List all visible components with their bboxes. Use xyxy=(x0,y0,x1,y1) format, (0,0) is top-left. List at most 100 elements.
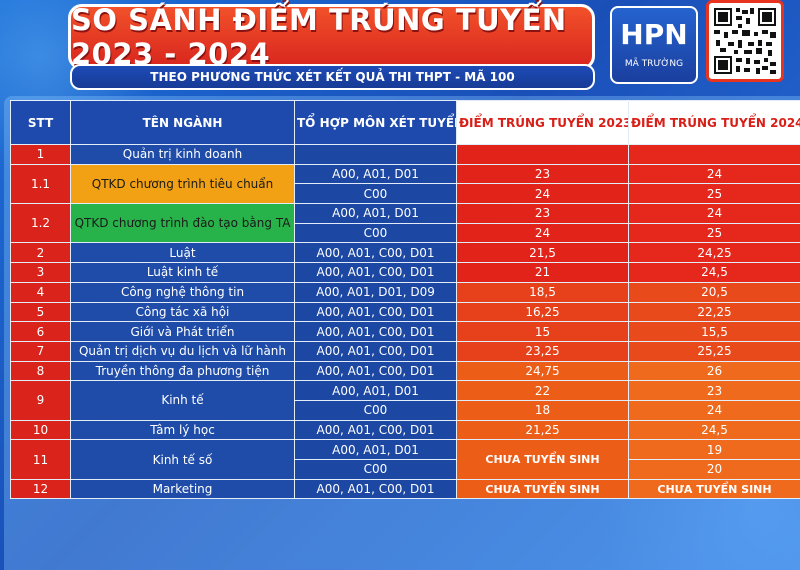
qr-code-icon xyxy=(712,6,778,76)
score-2023-cell: CHƯA TUYỂN SINH xyxy=(456,478,629,500)
score-table-container: STT TÊN NGÀNH TỔ HỢP MÔN XÉT TUYỂN ĐIỂM … xyxy=(4,96,800,570)
page-title: SO SÁNH ĐIỂM TRÚNG TUYỂN 2023 - 2024 xyxy=(71,3,567,71)
score-2024-cell: 25,25 xyxy=(628,340,800,362)
table-row: C00 20 xyxy=(11,459,800,480)
score-2023-cell: 23 xyxy=(456,163,629,185)
table-row: 4 Công nghệ thông tin A00, A01, D01, D09… xyxy=(10,281,800,303)
header-score-2023: ĐIỂM TRÚNG TUYỂN 2023 xyxy=(456,100,629,145)
score-2023-cell: 22 xyxy=(456,380,629,401)
stt-cell: 1.1 xyxy=(10,163,71,205)
stt-cell: 11 xyxy=(10,439,71,480)
header-major: TÊN NGÀNH xyxy=(70,100,295,145)
combo-cell xyxy=(294,144,457,165)
score-table: STT TÊN NGÀNH TỔ HỢP MÔN XÉT TUYỂN ĐIỂM … xyxy=(10,100,800,500)
major-cell: Truyền thông đa phương tiện xyxy=(70,360,295,382)
score-2023-cell: 24 xyxy=(456,183,629,205)
stt-cell: 3 xyxy=(10,262,71,283)
score-2024-cell: 20 xyxy=(628,459,800,480)
score-2023-cell xyxy=(456,144,629,165)
combo-cell: A00, A01, C00, D01 xyxy=(294,301,457,323)
combo-cell: A00, A01, D01 xyxy=(294,203,457,224)
combo-cell: C00 xyxy=(294,399,457,421)
major-cell: Công tác xã hội xyxy=(70,301,295,323)
header-stt: STT xyxy=(10,100,71,145)
score-2024-cell: 15,5 xyxy=(628,321,800,342)
major-cell: Tâm lý học xyxy=(70,419,295,441)
combo-cell: C00 xyxy=(294,222,457,244)
score-2024-cell: 24 xyxy=(628,163,800,185)
score-2024-cell: 24 xyxy=(628,399,800,421)
header-score-2024: ĐIỂM TRÚNG TUYỂN 2024 xyxy=(628,100,800,145)
stt-cell: 2 xyxy=(10,242,71,264)
table-row: C00 18 24 xyxy=(11,399,800,421)
major-cell: Luật kinh tế xyxy=(70,262,295,283)
combo-cell: C00 xyxy=(294,459,457,480)
score-2024-cell: 24,5 xyxy=(628,262,800,283)
score-2023-cell: 24 xyxy=(456,222,629,244)
score-2023-cell: 24,75 xyxy=(456,360,629,382)
score-2024-cell: 25 xyxy=(628,222,800,244)
stt-cell: 9 xyxy=(10,380,71,421)
table-row: 9 Kinh tế A00, A01, D01 22 23 xyxy=(10,380,800,421)
major-cell: Kinh tế số xyxy=(70,439,295,480)
major-cell: QTKD chương trình đào tạo bằng TA xyxy=(70,203,295,244)
major-cell: Kinh tế xyxy=(70,380,295,421)
school-logo: HPN xyxy=(620,18,688,51)
table-row: 5 Công tác xã hội A00, A01, C00, D01 16,… xyxy=(10,301,800,323)
combo-cell: A00, A01, D01 xyxy=(294,439,457,460)
school-code-label: MÃ TRƯỜNG xyxy=(624,59,684,69)
stt-cell: 1.2 xyxy=(10,203,71,244)
combo-cell: C00 xyxy=(294,183,457,205)
major-cell: Quản trị dịch vụ du lịch và lữ hành xyxy=(70,340,295,362)
table-row: 3 Luật kinh tế A00, A01, C00, D01 21 24,… xyxy=(10,262,800,283)
score-2024-cell: 19 xyxy=(628,439,800,460)
score-2023-cell: 21 xyxy=(456,262,629,283)
stt-cell: 8 xyxy=(10,360,71,382)
score-2024-cell: 24 xyxy=(628,203,800,224)
combo-cell: A00, A01, C00, D01 xyxy=(294,242,457,264)
score-2024-cell: 20,5 xyxy=(628,281,800,303)
table-row: 1 Quản trị kinh doanh xyxy=(10,144,800,165)
score-2024-cell: 22,25 xyxy=(628,301,800,323)
score-2023-cell: 23 xyxy=(456,203,629,224)
table-row: 10 Tâm lý học A00, A01, C00, D01 21,25 2… xyxy=(10,419,800,441)
score-2024-cell xyxy=(628,144,800,165)
score-2023-cell: 23,25 xyxy=(456,340,629,362)
combo-cell: A00, A01, D01, D09 xyxy=(294,281,457,303)
major-cell: Giới và Phát triển xyxy=(70,321,295,342)
stt-cell: 12 xyxy=(10,478,71,500)
score-2024-cell: 24,25 xyxy=(628,242,800,264)
table-row: 1.2 QTKD chương trình đào tạo bằng TA A0… xyxy=(10,203,800,244)
score-2023-cell: 15 xyxy=(456,321,629,342)
qr-code[interactable] xyxy=(706,0,784,82)
score-2024-cell: 24,5 xyxy=(628,419,800,441)
combo-cell: A00, A01, C00, D01 xyxy=(294,340,457,362)
school-code-box: HPN MÃ TRƯỜNG xyxy=(610,6,698,84)
combo-cell: A00, A01, C00, D01 xyxy=(294,478,457,500)
score-2023-cell: 16,25 xyxy=(456,301,629,323)
major-cell: Luật xyxy=(70,242,295,264)
major-cell: Marketing xyxy=(70,478,295,500)
table-row: 1.1 QTKD chương trình tiêu chuẩn A00, A0… xyxy=(10,163,800,205)
combo-cell: A00, A01, D01 xyxy=(294,380,457,401)
score-2023-cell: 21,25 xyxy=(456,419,629,441)
major-cell: Quản trị kinh doanh xyxy=(70,144,295,165)
combo-cell: A00, A01, C00, D01 xyxy=(294,262,457,283)
table-row: 6 Giới và Phát triển A00, A01, C00, D01 … xyxy=(10,321,800,342)
combo-cell: A00, A01, C00, D01 xyxy=(294,360,457,382)
major-cell: Công nghệ thông tin xyxy=(70,281,295,303)
combo-cell: A00, A01, C00, D01 xyxy=(294,419,457,441)
table-row: C00 24 25 xyxy=(11,183,800,205)
major-cell: QTKD chương trình tiêu chuẩn xyxy=(70,163,295,205)
stt-cell: 4 xyxy=(10,281,71,303)
page-subtitle: THEO PHƯƠNG THỨC XÉT KẾT QUẢ THI THPT - … xyxy=(150,70,515,84)
stt-cell: 6 xyxy=(10,321,71,342)
table-row: 12 Marketing A00, A01, C00, D01 CHƯA TUY… xyxy=(10,478,800,500)
table-header-row: STT TÊN NGÀNH TỔ HỢP MÔN XÉT TUYỂN ĐIỂM … xyxy=(10,100,800,145)
score-2024-cell: CHƯA TUYỂN SINH xyxy=(628,478,800,500)
table-row: 2 Luật A00, A01, C00, D01 21,5 24,25 xyxy=(10,242,800,264)
table-row: 11 Kinh tế số A00, A01, D01 CHƯA TUYỂN S… xyxy=(10,439,800,480)
stt-cell: 10 xyxy=(10,419,71,441)
table-row: 8 Truyền thông đa phương tiện A00, A01, … xyxy=(10,360,800,382)
score-2023-cell: CHƯA TUYỂN SINH xyxy=(456,439,629,480)
